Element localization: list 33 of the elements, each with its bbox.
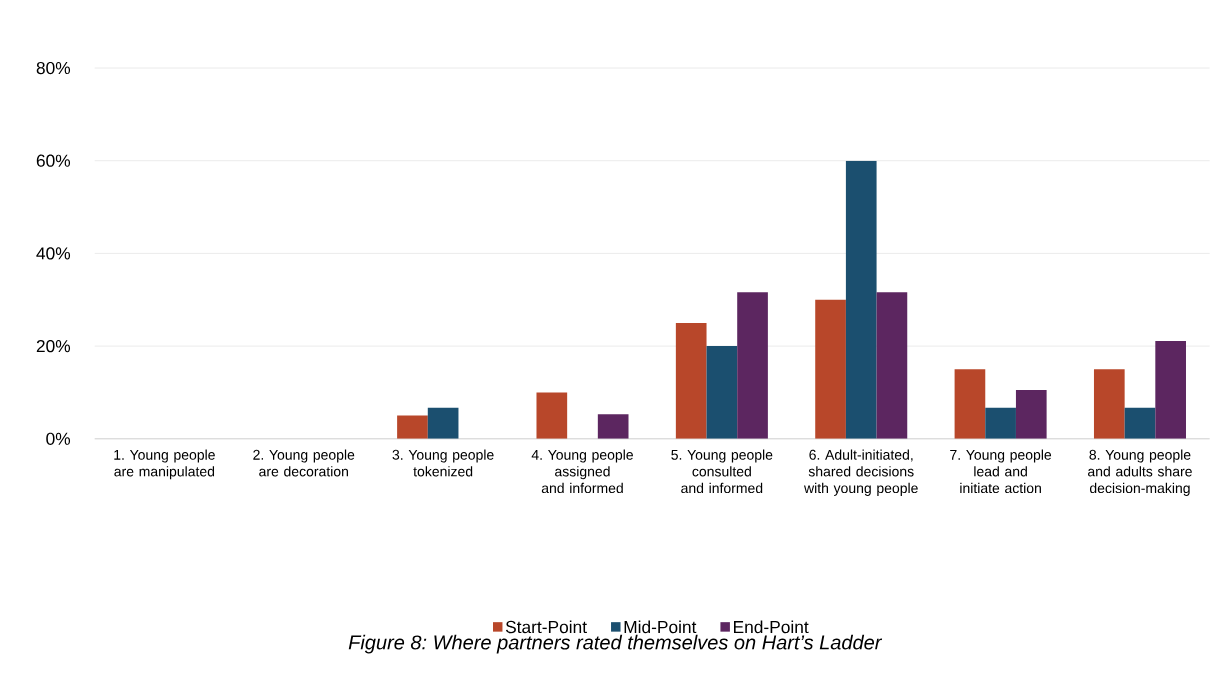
bar	[706, 346, 738, 440]
bar	[397, 415, 428, 440]
legend-label: Start-Point	[505, 620, 587, 634]
bar	[597, 414, 629, 440]
bar	[675, 323, 707, 440]
bar	[815, 299, 846, 440]
bar	[876, 292, 908, 440]
bar	[985, 407, 1016, 440]
bar	[427, 407, 459, 440]
legend-label: End-Point	[734, 620, 809, 634]
x-tick-label: 3. Young people tokenized	[392, 449, 494, 477]
y-tick-label: 20%	[36, 340, 71, 353]
bar	[1155, 341, 1186, 440]
x-tick-label: 1. Young people are manipulated	[114, 449, 215, 480]
text: Figure 8: Where partners rated themselves on Hart’s Ladder	[348, 635, 883, 654]
y-tick-label: 60%	[36, 154, 71, 168]
bar	[1015, 390, 1047, 440]
x-tick-label: 6. Adult-initiated, shared decisions with young people	[803, 449, 918, 497]
y-tick-label: 40%	[36, 247, 71, 260]
x-tick-label: 4. Young people assigned and informed	[531, 449, 633, 494]
y-tick-label: 0%	[46, 432, 71, 446]
x-tick-label: 2. Young people are decoration	[253, 449, 355, 477]
bar	[954, 369, 986, 440]
bar	[737, 292, 768, 440]
bar	[1124, 407, 1156, 440]
x-tick-label: 8. Young people and adults share decision-making	[1088, 449, 1192, 497]
x-tick-label: 7. Young people lead and initiate action	[950, 449, 1052, 494]
x-tick-label: 5. Young people consulted and informed	[671, 449, 773, 494]
bar	[536, 392, 568, 440]
bar	[845, 160, 877, 440]
legend-label: Mid-Point	[624, 620, 697, 634]
bar	[1093, 369, 1125, 440]
y-tick-label: 80%	[36, 62, 71, 75]
